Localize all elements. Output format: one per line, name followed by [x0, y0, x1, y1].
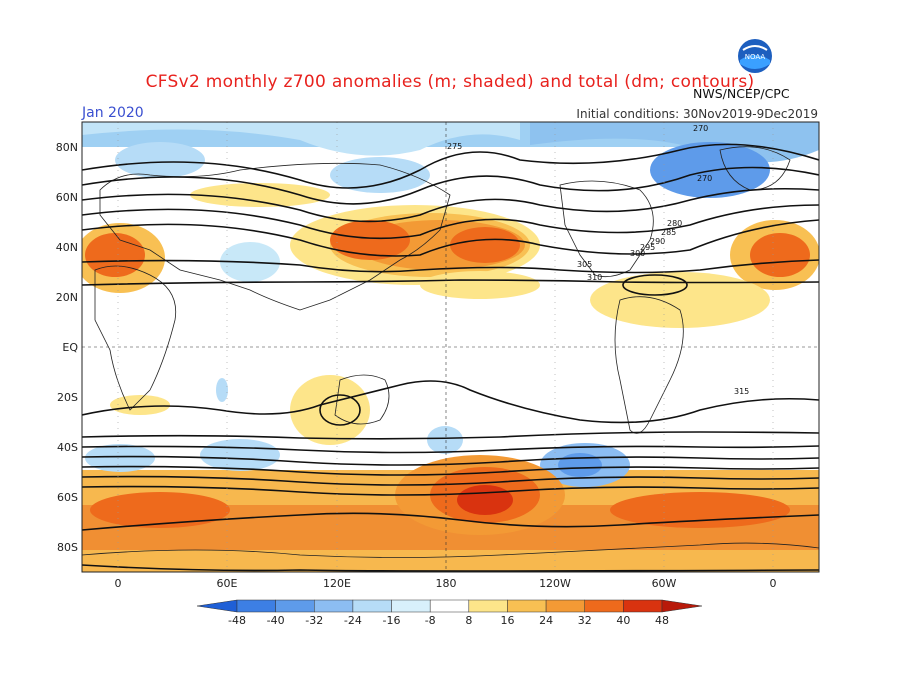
colorbar-tick-label: -32	[305, 614, 324, 627]
lat-label: 20N	[55, 291, 78, 304]
height-contours	[82, 143, 819, 572]
colorbar-tick-label: -8	[424, 614, 436, 627]
contour-label: 315	[734, 387, 749, 396]
contour-label: 290	[650, 237, 665, 246]
colorbar-swatch	[314, 599, 354, 613]
contour-label: 305	[577, 260, 592, 269]
colorbar-arrow-right	[661, 599, 703, 613]
lat-label: 60N	[55, 191, 78, 204]
colorbar-swatch	[275, 599, 315, 613]
contour-label: 300	[630, 249, 645, 258]
colorbar-tick-label: 16	[500, 614, 515, 627]
lon-label: 180	[435, 577, 457, 590]
colorbar-tick-label: 32	[577, 614, 592, 627]
colorbar-tick-label: -48	[228, 614, 246, 627]
contour-label-group: 275 270 270 280 285 290 295 300 305 310 …	[447, 124, 749, 396]
colorbar-swatch	[507, 599, 547, 613]
contour-label: 270	[697, 174, 712, 183]
lon-label: 120E	[323, 577, 351, 590]
graticule	[82, 122, 819, 572]
noaa-logo: NOAA	[737, 38, 773, 74]
colorbar-tick-label: -16	[382, 614, 401, 627]
lat-label: 80S	[57, 541, 78, 554]
map-frame	[81, 121, 820, 573]
lat-label: EQ	[62, 341, 78, 354]
colorbar-arrow-left	[196, 599, 238, 613]
contour-label: 310	[587, 273, 602, 282]
colorbar-swatch	[623, 599, 663, 613]
agency-label: NWS/NCEP/CPC	[693, 86, 790, 101]
colorbar-tick-label: -24	[343, 614, 362, 627]
colorbar-swatch	[584, 599, 624, 613]
chart-title: CFSv2 monthly z700 anomalies (m; shaded)…	[145, 72, 755, 92]
lat-label: 60S	[57, 491, 78, 504]
colorbar-tick-label: 48	[655, 614, 669, 627]
contour-label: 275	[447, 142, 462, 151]
colorbar-tick-label: 40	[616, 614, 631, 627]
colorbar-tick-label: 8	[465, 614, 473, 627]
lon-label: 0	[769, 577, 777, 590]
contour-label: 295	[640, 243, 655, 252]
lon-label: 60W	[651, 577, 677, 590]
colorbar-swatch	[391, 599, 431, 613]
forecast-month: Jan 2020	[82, 105, 144, 121]
colorbar-swatch	[429, 599, 470, 613]
colorbar-swatch	[352, 599, 392, 613]
contour-label: 270	[693, 124, 708, 133]
lon-label: 0	[114, 577, 122, 590]
lon-label: 60E	[216, 577, 238, 590]
colorbar-tick-label: 24	[539, 614, 554, 627]
contour-label: 280	[667, 219, 682, 228]
lon-label: 120W	[539, 577, 571, 590]
contour-label: 285	[661, 228, 676, 237]
svg-text:NOAA: NOAA	[745, 53, 766, 61]
colorbar-swatch	[545, 599, 585, 613]
initial-conditions: Initial conditions: 30Nov2019-9Dec2019	[576, 107, 818, 121]
lat-label: 40N	[55, 241, 78, 254]
lat-label: 20S	[57, 391, 78, 404]
colorbar-swatch	[468, 599, 508, 613]
colorbar-swatch	[236, 599, 276, 613]
colorbar-tick-label: -40	[266, 614, 285, 627]
lat-label: 80N	[55, 141, 78, 154]
lat-label: 40S	[57, 441, 78, 454]
